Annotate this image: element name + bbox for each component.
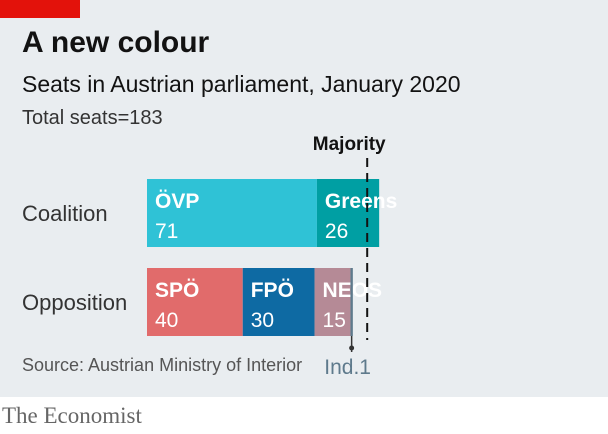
chart-title: A new colour — [22, 26, 210, 59]
bar-name-vp: ÖVP — [155, 190, 199, 213]
row-label-coalition: Coalition — [22, 201, 108, 226]
leader-dot-ind — [349, 345, 355, 351]
bar-segment-ind — [350, 268, 353, 336]
stacked-bar-chart: Coalition ÖVP 71 Greens 26 Opposition SPÖ 40 FPÖ… — [22, 134, 397, 379]
bar-value-neos: 15 — [323, 309, 346, 332]
chart-subtitle: Seats in Austrian parliament, January 20… — [22, 71, 461, 97]
bar-segment-neos — [314, 268, 351, 336]
bar-segment-sp — [147, 268, 243, 336]
source-note: Source: Austrian Ministry of Interior — [22, 355, 303, 375]
row-label-opposition: Opposition — [22, 290, 127, 315]
bar-segment-fp — [242, 268, 315, 336]
bar-name-fp: FPÖ — [251, 279, 294, 302]
bar-value-vp: 71 — [155, 220, 178, 243]
bar-value-fp: 30 — [251, 309, 274, 332]
bar-value-greens: 26 — [325, 220, 348, 243]
bar-name-sp: SPÖ — [155, 279, 199, 302]
economist-brand: The Economist — [2, 403, 142, 428]
brand-red-tag — [0, 0, 80, 18]
bar-value-sp: 40 — [155, 309, 178, 332]
total-seats-note: Total seats=183 — [22, 107, 163, 129]
bar-name-greens: Greens — [325, 190, 397, 213]
bar-segment-vp — [147, 179, 317, 247]
bar-label-ind: Ind.1 — [324, 356, 371, 379]
bar-segment-greens — [316, 179, 380, 247]
majority-label: Majority — [313, 134, 386, 155]
